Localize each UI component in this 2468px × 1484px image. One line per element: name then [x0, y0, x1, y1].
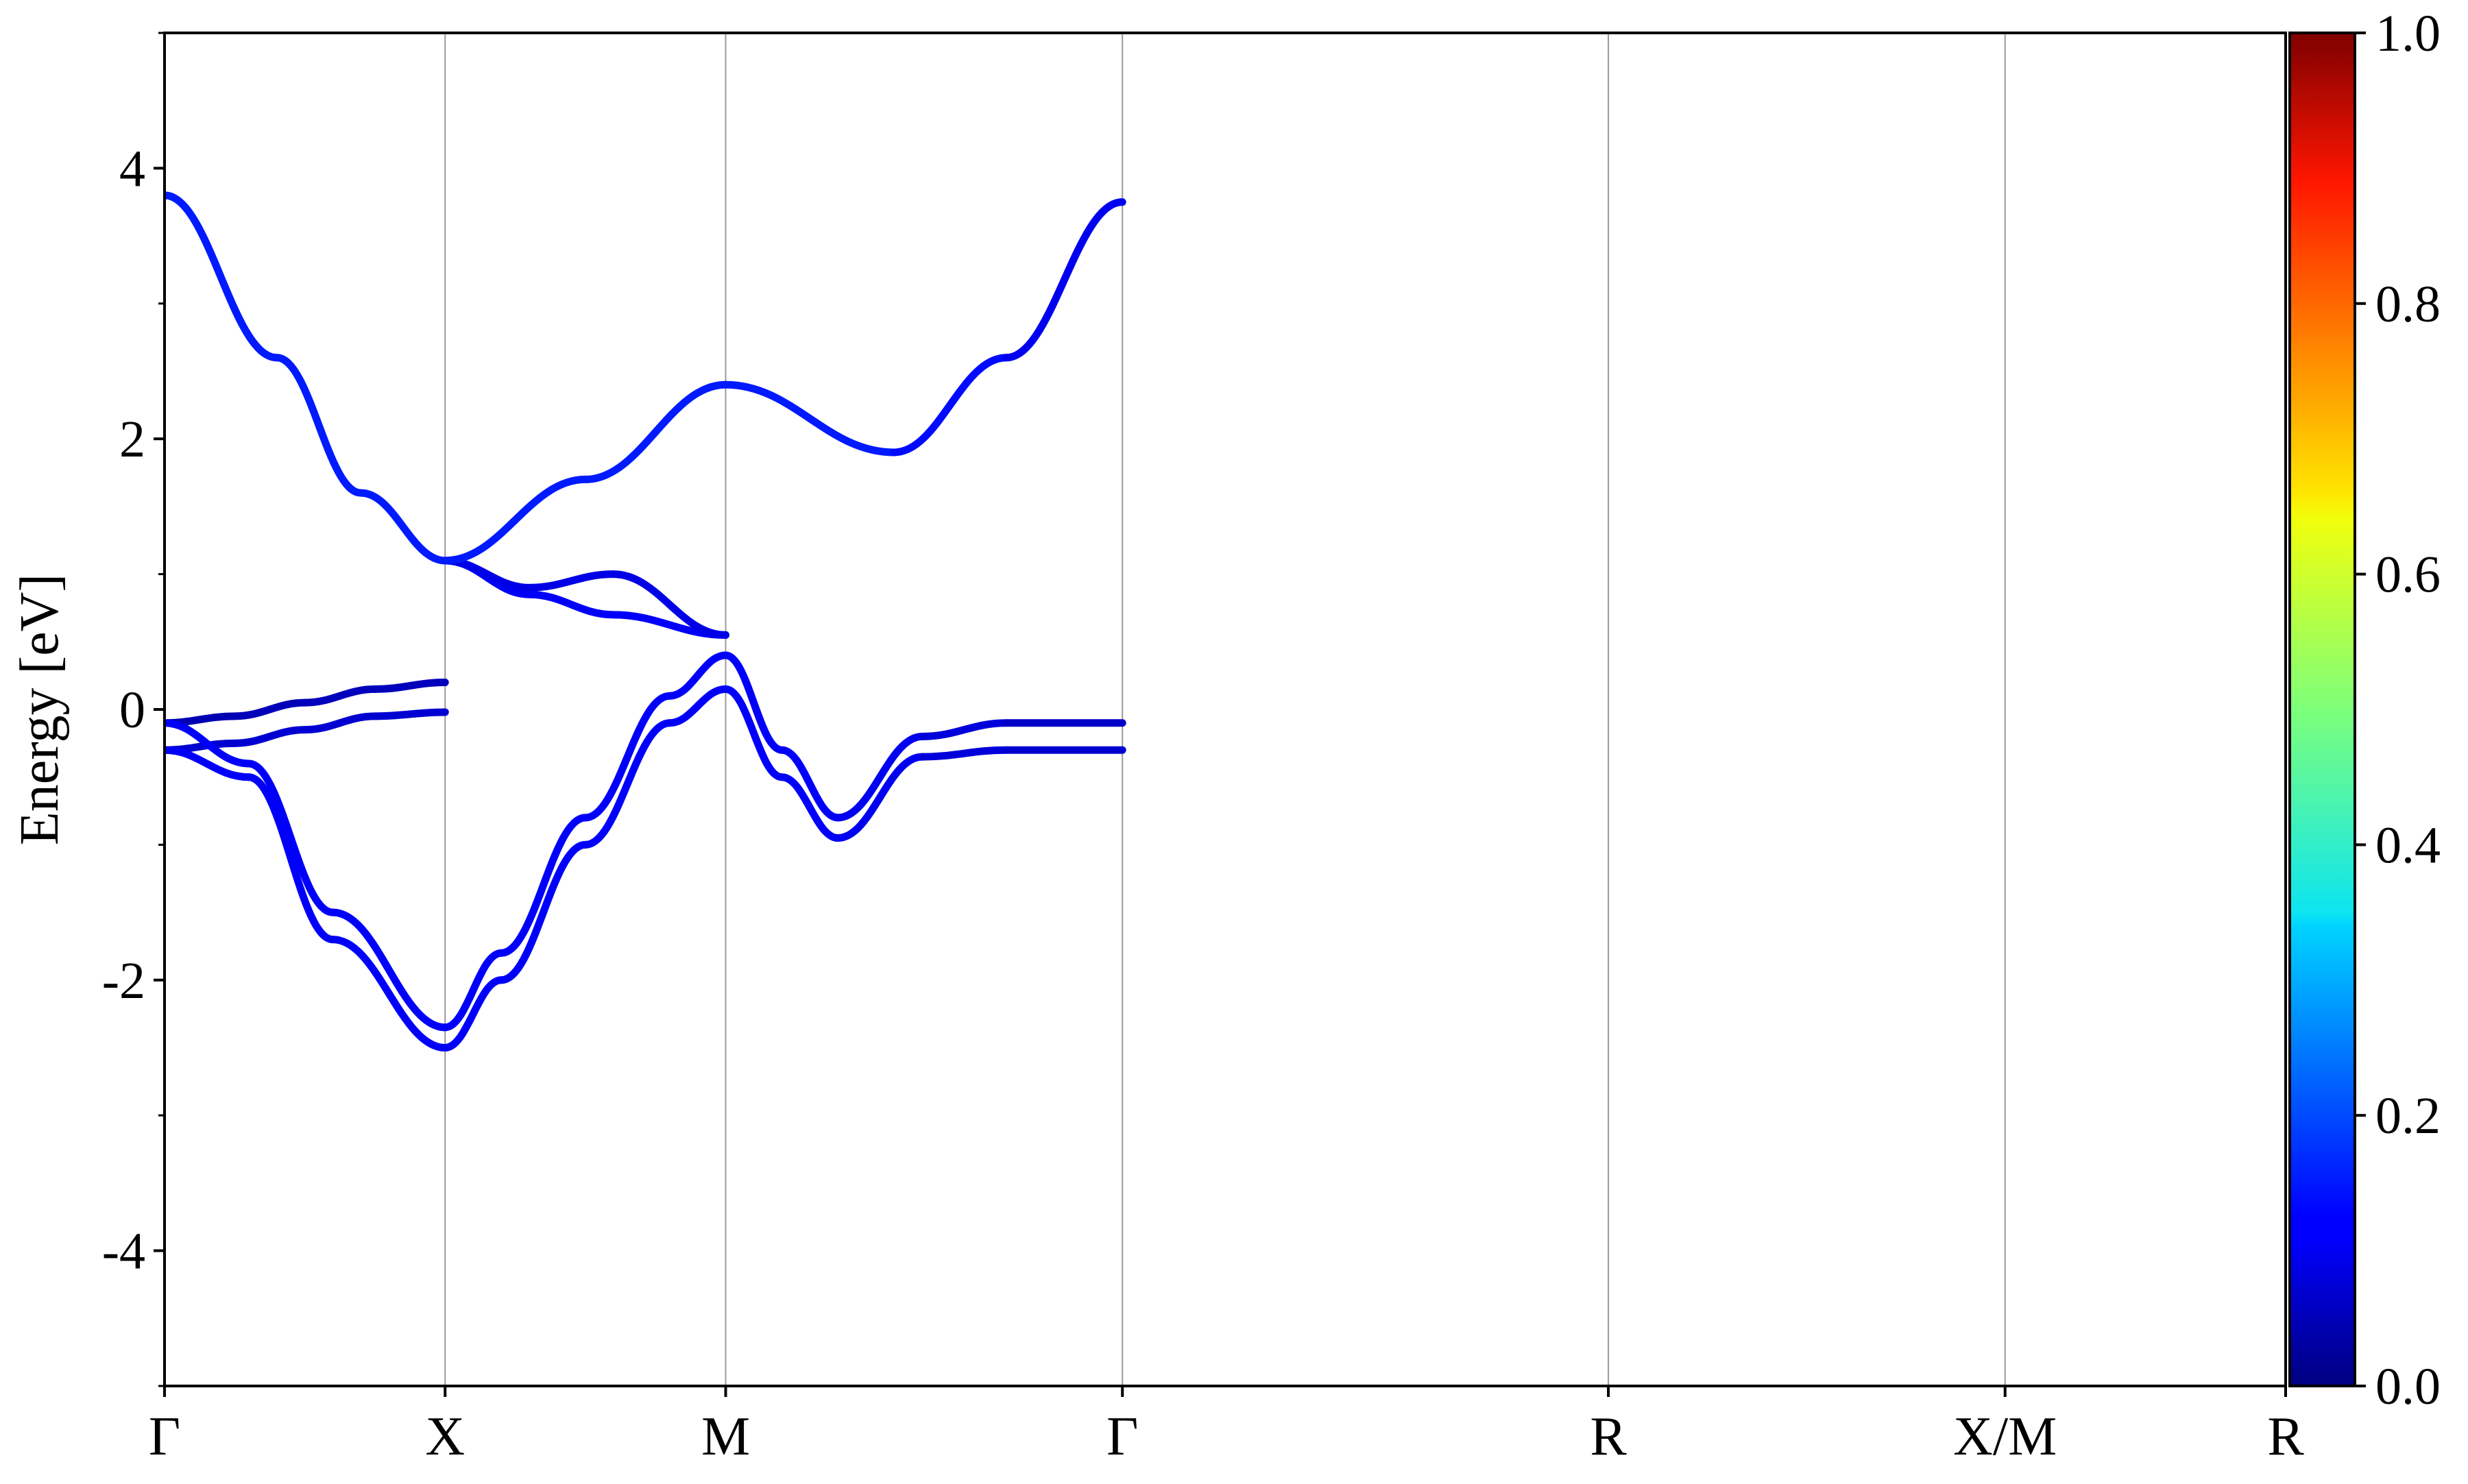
band-segment	[890, 354, 1011, 457]
band-segment	[245, 759, 337, 916]
band-segment	[722, 651, 786, 754]
band-segment	[329, 936, 449, 1051]
band-segment	[777, 773, 842, 842]
y-axis-label: Energy [eV]	[10, 574, 70, 845]
x-tick-label: X/M	[1953, 1407, 2057, 1467]
x-tick-label: Γ	[1106, 1407, 1138, 1467]
band-segment	[1002, 198, 1126, 362]
y-tick-label: 0	[119, 681, 145, 739]
y-tick-label: 4	[119, 140, 145, 197]
band-segment	[777, 746, 842, 822]
band-segment	[441, 949, 505, 1032]
colorbar-tick-label: 0.0	[2375, 1358, 2441, 1415]
band-segment	[441, 475, 590, 565]
y-axis: -4 -2 0 2 4	[102, 32, 165, 1387]
band-segment	[581, 380, 730, 483]
band-segment	[918, 719, 1011, 740]
colorbar-tick-label: 0.8	[2375, 276, 2441, 333]
band-segment	[245, 773, 337, 944]
x-tick-label: R	[2267, 1407, 2304, 1467]
colorbar-axis: 0.0 0.2 0.4 0.6 0.8 1.0	[2355, 5, 2441, 1415]
band-segment	[666, 651, 730, 700]
band-segment	[165, 719, 253, 768]
colorbar-tick-label: 1.0	[2375, 5, 2441, 62]
band-segment	[356, 489, 449, 565]
band-segment	[301, 685, 379, 707]
colorbar-tick-label: 0.2	[2375, 1087, 2441, 1145]
x-tick-label: X	[425, 1407, 465, 1467]
band-segment	[301, 712, 379, 734]
band-segment	[581, 719, 674, 849]
band-segment	[441, 976, 505, 1051]
x-axis: Γ X M Γ R X/M R	[149, 1386, 2304, 1467]
grid-layer	[444, 33, 2006, 1386]
band-segment	[371, 708, 449, 720]
band-segment	[918, 746, 1011, 761]
y-tick-label: -2	[102, 952, 145, 1010]
band-segment	[525, 570, 618, 592]
bands-layer	[165, 191, 1126, 1051]
y-tick-label: -4	[102, 1223, 145, 1280]
band-segment	[722, 380, 898, 457]
band-segment	[165, 191, 281, 362]
x-tick-label: M	[701, 1407, 750, 1467]
band-segment	[666, 685, 730, 727]
band-segment	[497, 840, 590, 984]
band-segment	[834, 732, 926, 822]
x-tick-label: R	[1590, 1407, 1627, 1467]
band-segment	[273, 354, 365, 497]
band-segment	[722, 685, 786, 781]
band-segment	[230, 726, 309, 747]
colorbar-tick-label: 0.6	[2375, 546, 2441, 604]
band-segment	[329, 908, 449, 1032]
band-segment	[371, 679, 449, 693]
y-tick-label: 2	[119, 411, 145, 468]
band-segment	[581, 692, 674, 822]
band-segment	[525, 590, 618, 619]
band-segment	[230, 698, 309, 720]
band-segment	[834, 753, 926, 842]
colorbar-tick-label: 0.4	[2375, 816, 2441, 874]
x-tick-label: Γ	[149, 1407, 180, 1467]
band-segment	[497, 814, 590, 957]
colorbar	[2288, 32, 2356, 1387]
band-segment	[165, 746, 253, 781]
band-segment	[609, 570, 730, 639]
